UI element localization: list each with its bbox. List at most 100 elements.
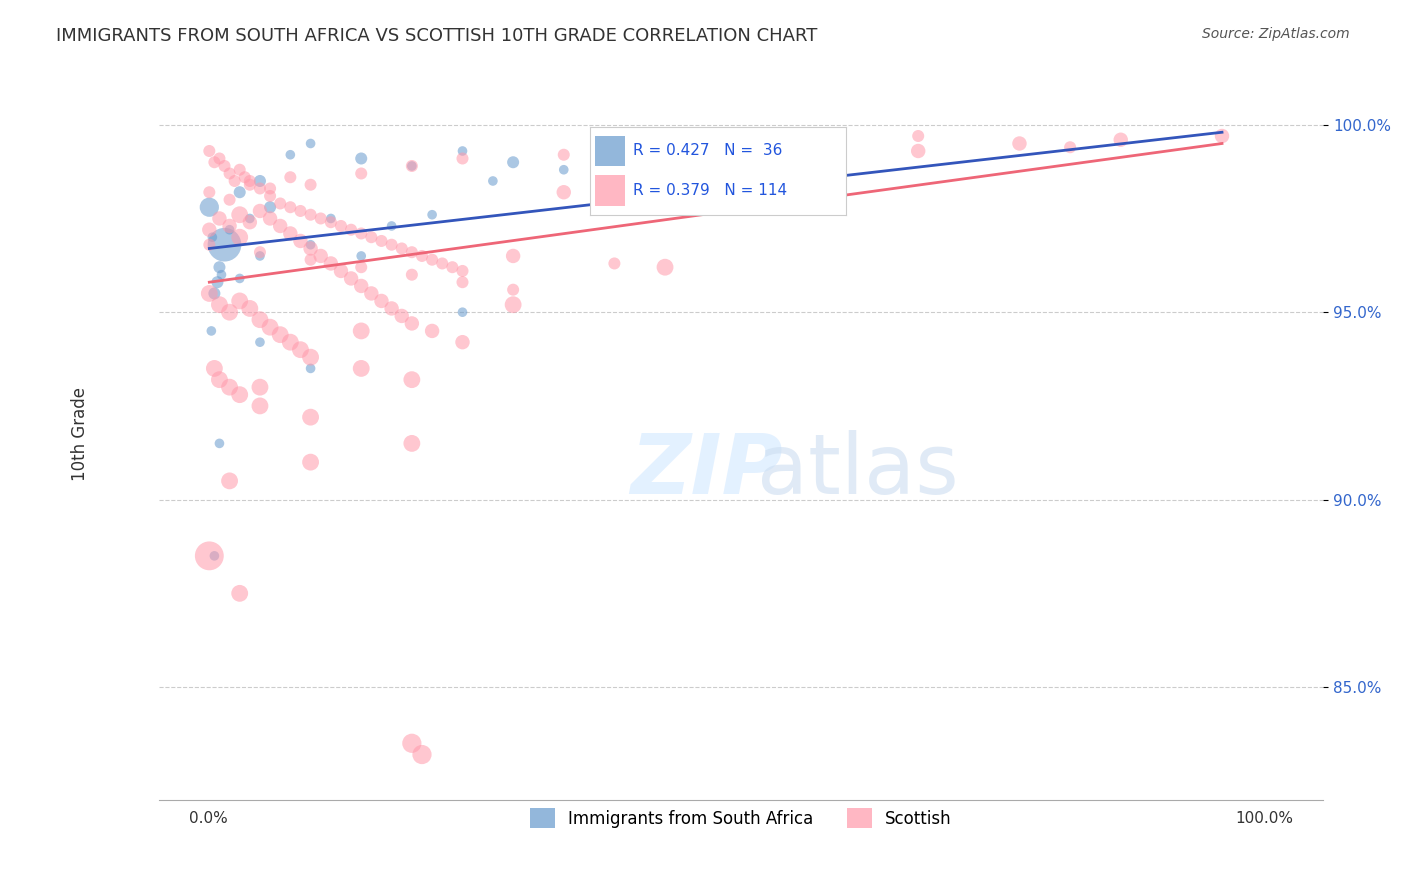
- Point: [269, 196, 291, 211]
- Point: [391, 309, 413, 323]
- Point: [228, 162, 250, 177]
- Point: [451, 264, 474, 278]
- Point: [202, 361, 225, 376]
- Point: [198, 549, 221, 563]
- Point: [218, 193, 240, 207]
- Point: [391, 242, 413, 256]
- Point: [198, 286, 221, 301]
- Point: [299, 136, 322, 151]
- Point: [350, 324, 373, 338]
- Point: [239, 301, 262, 316]
- Point: [451, 305, 474, 319]
- Point: [202, 549, 225, 563]
- Point: [330, 219, 353, 233]
- Point: [259, 181, 281, 195]
- Point: [350, 249, 373, 263]
- Point: [360, 230, 382, 244]
- Point: [401, 436, 423, 450]
- Point: [350, 166, 373, 180]
- Point: [259, 200, 281, 214]
- Point: [198, 200, 221, 214]
- Point: [228, 230, 250, 244]
- Point: [208, 211, 231, 226]
- Point: [907, 144, 929, 158]
- Point: [278, 170, 301, 185]
- Point: [1059, 140, 1081, 154]
- Point: [198, 144, 221, 158]
- Point: [218, 474, 240, 488]
- Text: 0.0%: 0.0%: [188, 811, 228, 826]
- Point: [411, 249, 433, 263]
- Point: [259, 320, 281, 334]
- Point: [482, 174, 505, 188]
- Point: [249, 399, 271, 413]
- Point: [603, 256, 626, 270]
- Point: [249, 335, 271, 350]
- Point: [218, 166, 240, 180]
- Point: [755, 193, 778, 207]
- Point: [208, 373, 231, 387]
- Point: [228, 586, 250, 600]
- Text: ZIP: ZIP: [630, 430, 782, 511]
- Point: [228, 387, 250, 401]
- Point: [228, 271, 250, 285]
- Point: [269, 219, 291, 233]
- Point: [381, 301, 404, 316]
- Point: [249, 380, 271, 394]
- Point: [806, 155, 828, 169]
- Point: [350, 152, 373, 166]
- Point: [350, 227, 373, 241]
- Text: atlas: atlas: [756, 430, 959, 511]
- Point: [654, 260, 676, 275]
- Point: [299, 242, 322, 256]
- Point: [704, 174, 727, 188]
- Point: [214, 159, 236, 173]
- Point: [249, 181, 271, 195]
- Point: [603, 200, 626, 214]
- Point: [198, 186, 221, 200]
- Point: [907, 128, 929, 143]
- Point: [299, 455, 322, 469]
- Point: [420, 324, 443, 338]
- Point: [1211, 128, 1233, 143]
- Point: [218, 223, 240, 237]
- Point: [259, 189, 281, 203]
- Point: [207, 275, 229, 289]
- Point: [249, 249, 271, 263]
- Point: [451, 144, 474, 158]
- Point: [249, 174, 271, 188]
- Point: [269, 327, 291, 342]
- Point: [420, 208, 443, 222]
- Point: [290, 234, 312, 248]
- Y-axis label: 10th Grade: 10th Grade: [72, 387, 89, 481]
- Point: [239, 215, 262, 229]
- Point: [704, 136, 727, 151]
- Point: [208, 152, 231, 166]
- Point: [202, 286, 225, 301]
- Point: [360, 286, 382, 301]
- Point: [218, 219, 240, 233]
- Point: [411, 747, 433, 762]
- Point: [401, 159, 423, 173]
- Point: [451, 152, 474, 166]
- Point: [340, 271, 363, 285]
- Point: [401, 159, 423, 173]
- Point: [704, 140, 727, 154]
- Point: [233, 170, 256, 185]
- Point: [309, 249, 332, 263]
- Point: [290, 204, 312, 219]
- Point: [319, 211, 342, 226]
- Point: [200, 324, 222, 338]
- Text: 100.0%: 100.0%: [1234, 811, 1294, 826]
- Point: [451, 335, 474, 350]
- Point: [299, 361, 322, 376]
- Point: [370, 293, 392, 308]
- Point: [290, 343, 312, 357]
- Point: [502, 249, 524, 263]
- Point: [214, 237, 236, 252]
- Point: [432, 256, 454, 270]
- Point: [502, 298, 524, 312]
- Point: [553, 147, 575, 161]
- Legend: Immigrants from South Africa, Scottish: Immigrants from South Africa, Scottish: [523, 801, 959, 835]
- Point: [441, 260, 464, 275]
